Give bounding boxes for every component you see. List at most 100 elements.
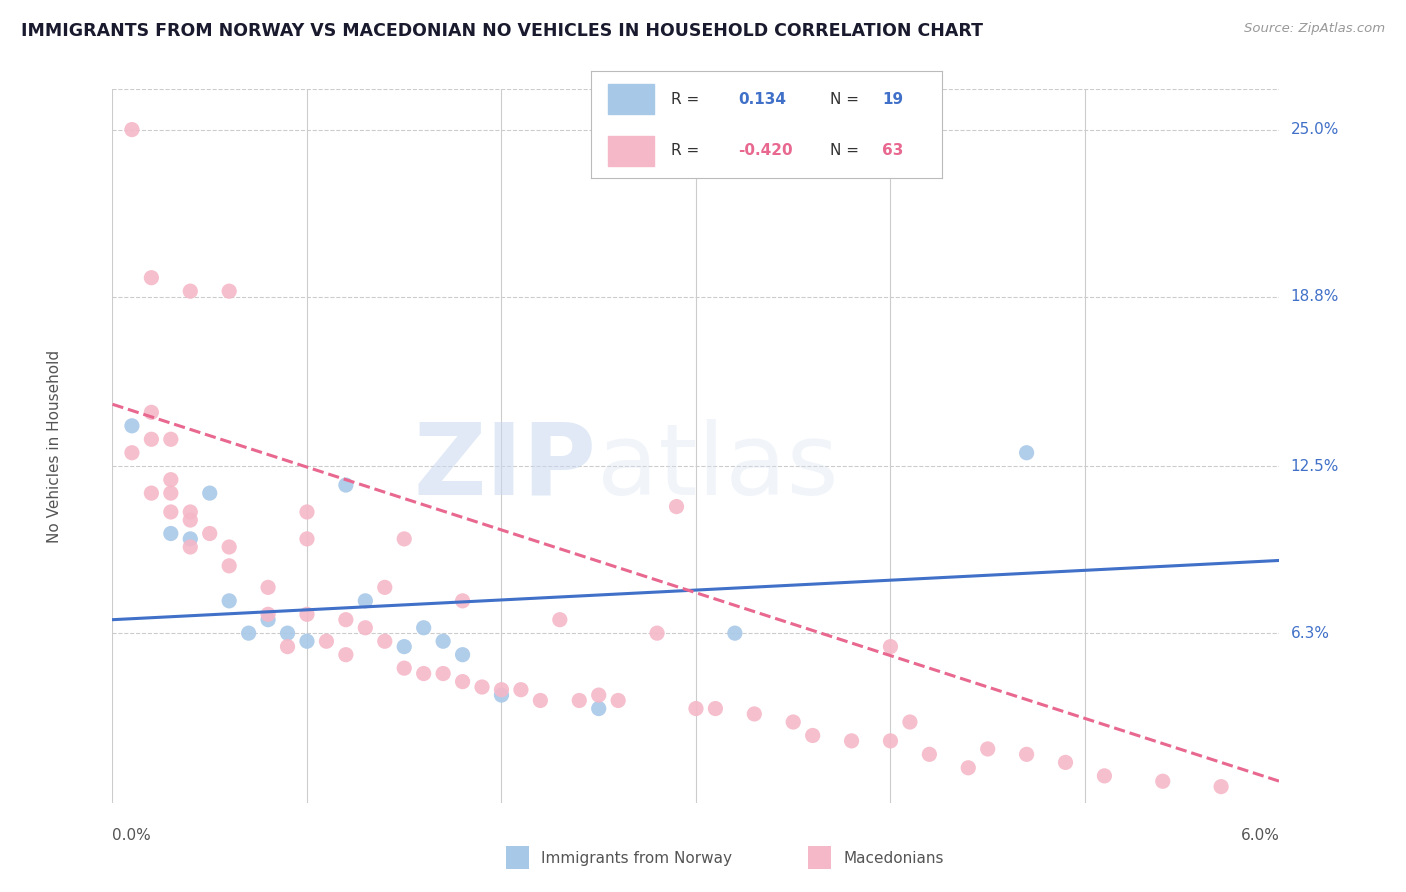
Point: [957, 761, 980, 775]
Point: [491, 688, 513, 702]
Text: Macedonians: Macedonians: [844, 851, 943, 865]
Point: [742, 706, 765, 721]
Point: [354, 594, 377, 608]
Point: [412, 621, 434, 635]
Point: [374, 634, 396, 648]
Bar: [609, 136, 654, 166]
Point: [529, 693, 551, 707]
Point: [841, 734, 863, 748]
Point: [160, 486, 183, 500]
Point: [257, 607, 280, 622]
Point: [160, 505, 183, 519]
Text: No Vehicles in Household: No Vehicles in Household: [46, 350, 62, 542]
Point: [976, 742, 998, 756]
Point: [607, 693, 630, 707]
Point: [198, 526, 221, 541]
Point: [548, 613, 571, 627]
Point: [1152, 774, 1174, 789]
Point: [141, 270, 163, 285]
Text: 6.3%: 6.3%: [1291, 625, 1330, 640]
Text: 0.134: 0.134: [738, 92, 786, 107]
Text: N =: N =: [830, 143, 859, 158]
Point: [451, 648, 474, 662]
Text: -0.420: -0.420: [738, 143, 793, 158]
Point: [335, 648, 357, 662]
Text: R =: R =: [672, 92, 700, 107]
Point: [179, 540, 201, 554]
Point: [257, 580, 280, 594]
Text: Source: ZipAtlas.com: Source: ZipAtlas.com: [1244, 22, 1385, 36]
Point: [295, 634, 318, 648]
Point: [198, 486, 221, 500]
Point: [276, 640, 298, 654]
Text: Immigrants from Norway: Immigrants from Norway: [541, 851, 733, 865]
Point: [179, 505, 201, 519]
Point: [121, 446, 143, 460]
Point: [782, 714, 804, 729]
Point: [704, 701, 727, 715]
Text: 19: 19: [883, 92, 904, 107]
Point: [335, 613, 357, 627]
Point: [179, 532, 201, 546]
Point: [354, 621, 377, 635]
Point: [218, 284, 240, 298]
Point: [724, 626, 747, 640]
Text: IMMIGRANTS FROM NORWAY VS MACEDONIAN NO VEHICLES IN HOUSEHOLD CORRELATION CHART: IMMIGRANTS FROM NORWAY VS MACEDONIAN NO …: [21, 22, 983, 40]
Point: [432, 634, 454, 648]
Point: [471, 680, 494, 694]
Point: [432, 666, 454, 681]
Text: ZIP: ZIP: [413, 419, 596, 516]
Point: [665, 500, 688, 514]
Point: [218, 558, 240, 573]
Point: [1015, 747, 1038, 762]
Point: [392, 532, 416, 546]
Point: [491, 682, 513, 697]
Text: 25.0%: 25.0%: [1291, 122, 1339, 137]
Point: [392, 661, 416, 675]
Point: [315, 634, 337, 648]
Point: [141, 405, 163, 419]
Point: [141, 486, 163, 500]
Point: [238, 626, 260, 640]
Point: [1054, 756, 1077, 770]
Point: [898, 714, 921, 729]
Point: [879, 734, 901, 748]
Point: [451, 594, 474, 608]
Point: [218, 540, 240, 554]
Text: R =: R =: [672, 143, 700, 158]
Point: [335, 478, 357, 492]
Point: [412, 666, 434, 681]
Point: [451, 674, 474, 689]
Point: [1209, 780, 1232, 794]
Text: atlas: atlas: [596, 419, 838, 516]
Point: [257, 613, 280, 627]
Point: [276, 626, 298, 640]
Point: [1015, 446, 1038, 460]
Point: [509, 682, 531, 697]
Text: 6.0%: 6.0%: [1240, 828, 1279, 843]
Point: [392, 640, 416, 654]
Point: [121, 418, 143, 433]
Point: [588, 688, 610, 702]
Text: 12.5%: 12.5%: [1291, 458, 1339, 474]
Point: [295, 532, 318, 546]
Point: [121, 122, 143, 136]
Point: [218, 594, 240, 608]
Point: [568, 693, 591, 707]
Text: 18.8%: 18.8%: [1291, 289, 1339, 304]
Text: 0.0%: 0.0%: [112, 828, 152, 843]
Point: [645, 626, 668, 640]
Point: [160, 432, 183, 446]
Point: [295, 607, 318, 622]
Point: [801, 729, 824, 743]
Point: [295, 505, 318, 519]
Point: [918, 747, 941, 762]
Point: [160, 526, 183, 541]
Point: [685, 701, 707, 715]
Point: [1092, 769, 1115, 783]
Text: N =: N =: [830, 92, 859, 107]
Point: [588, 701, 610, 715]
Text: 63: 63: [883, 143, 904, 158]
Point: [160, 473, 183, 487]
Bar: [609, 84, 654, 114]
